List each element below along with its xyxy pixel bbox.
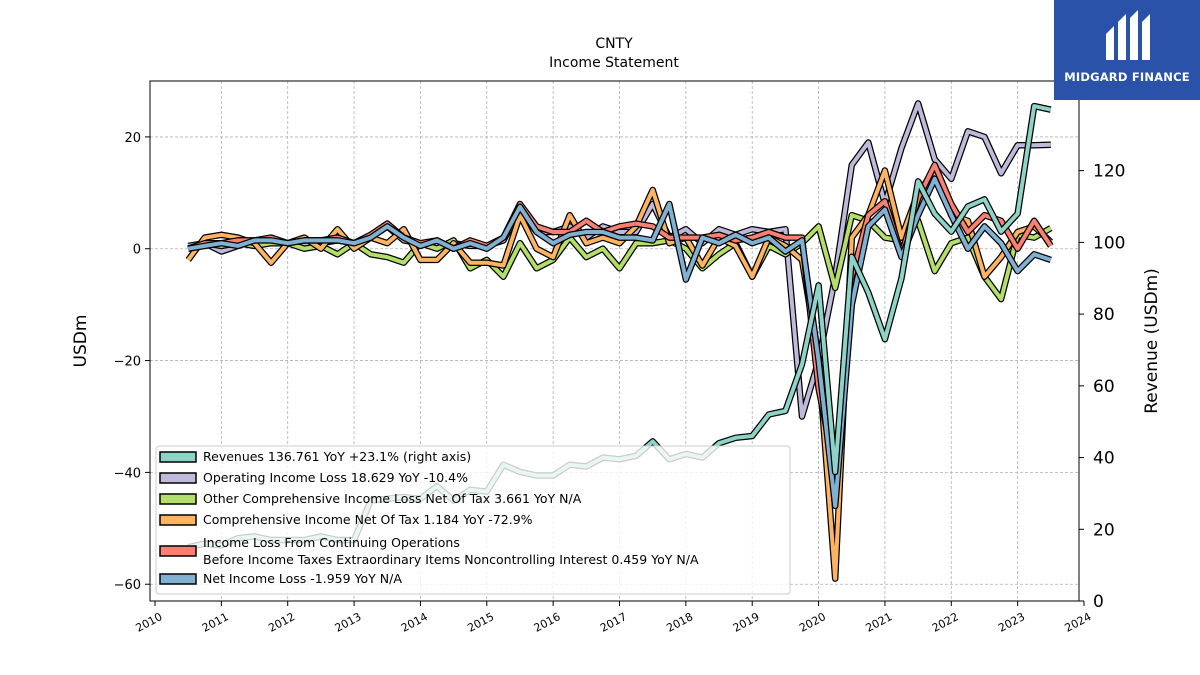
legend-swatch [159, 514, 197, 526]
y-tick-label-right: 100 [1093, 233, 1125, 253]
chart-subtitle: Income Statement [549, 55, 679, 71]
series-line-stroke [187, 101, 1051, 419]
x-tick-label: 2017 [598, 610, 629, 635]
x-tick-label: 2019 [731, 610, 762, 635]
x-tick-label: 2015 [465, 610, 496, 635]
x-tick-label: 2010 [134, 610, 165, 635]
x-tick-label: 2016 [532, 610, 563, 635]
legend-box [155, 445, 791, 595]
y-tick-label-right: 80 [1093, 305, 1115, 325]
y-tick-label-right: 20 [1093, 520, 1115, 540]
legend-label: Income Loss From Continuing Operations Be… [203, 535, 699, 567]
y-tick-label-left: −20 [114, 355, 141, 370]
legend-label: Net Income Loss -1.959 YoY N/A [203, 571, 402, 586]
legend: Revenues 136.761 YoY +23.1% (right axis)… [155, 445, 791, 595]
x-tick-label: 2020 [797, 610, 828, 635]
x-tick-label: 2021 [864, 610, 895, 635]
x-tick-label: 2012 [266, 610, 297, 635]
x-tick-label: 2011 [200, 610, 231, 635]
y-tick-label-left: −40 [114, 466, 141, 481]
legend-swatch [159, 545, 197, 557]
x-tick-label: 2014 [399, 610, 430, 635]
series-line-1 [187, 100, 1051, 420]
series-line-outline [187, 100, 1051, 420]
y-tick-label-left: −60 [114, 578, 141, 593]
legend-swatch [159, 573, 197, 585]
y-axis-label-right: Revenue (USDm) [1142, 268, 1162, 414]
x-tick-label: 2018 [664, 610, 695, 635]
x-tick-label: 2022 [930, 610, 961, 635]
y-tick-label-right: 40 [1093, 449, 1115, 469]
legend-swatch [159, 493, 197, 505]
brand-logo-icon [1106, 10, 1150, 60]
legend-label: Other Comprehensive Income Loss Net Of T… [203, 491, 582, 506]
y-tick-label-right: 0 [1093, 592, 1104, 612]
legend-swatch [159, 451, 197, 463]
y-tick-label-left: 0 [133, 243, 141, 258]
x-tick-label: 2024 [1063, 610, 1094, 635]
legend-swatch [159, 472, 197, 484]
x-tick-label: 2013 [333, 610, 364, 635]
y-tick-label-right: 120 [1093, 162, 1125, 182]
brand-logo: MIDGARD FINANCE [1054, 0, 1200, 100]
legend-label: Revenues 136.761 YoY +23.1% (right axis) [203, 449, 471, 464]
brand-name: MIDGARD FINANCE [1064, 70, 1190, 84]
chart-title: CNTY [595, 36, 633, 52]
y-tick-label-right: 60 [1093, 377, 1115, 397]
legend-label: Comprehensive Income Net Of Tax 1.184 Yo… [203, 512, 533, 527]
y-tick-label-left: 20 [124, 131, 141, 146]
y-axis-label-left: USDm [71, 315, 91, 368]
x-tick-label: 2023 [996, 610, 1027, 635]
plot-frame [149, 80, 1080, 602]
legend-label: Operating Income Loss 18.629 YoY -10.4% [203, 470, 468, 485]
